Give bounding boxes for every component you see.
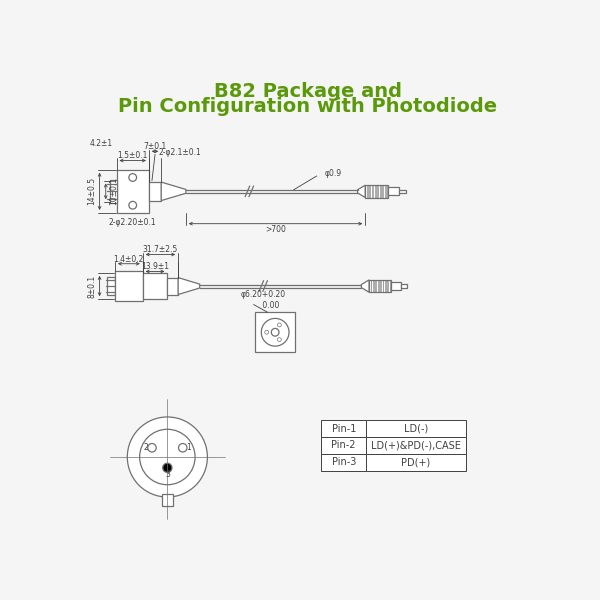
Text: 4.2±1: 4.2±1: [89, 139, 113, 148]
Bar: [322, 420, 366, 437]
Text: 2-φ2.20±0.1: 2-φ2.20±0.1: [109, 218, 157, 227]
Text: 14±0.5: 14±0.5: [88, 177, 97, 205]
Text: 31.7±2.5: 31.7±2.5: [143, 245, 178, 254]
Text: 2: 2: [143, 443, 148, 452]
Text: PD(+): PD(+): [401, 457, 431, 467]
Bar: [369, 280, 371, 292]
Text: 1.4±0.2: 1.4±0.2: [113, 254, 144, 263]
Bar: [115, 271, 143, 301]
Polygon shape: [361, 280, 369, 292]
Circle shape: [271, 328, 279, 336]
Text: 1.5±0.1: 1.5±0.1: [118, 151, 148, 160]
Polygon shape: [358, 185, 365, 197]
Bar: [388, 187, 399, 196]
Text: Pin-2: Pin-2: [331, 440, 356, 451]
Text: LD(-): LD(-): [404, 424, 428, 434]
Bar: [365, 185, 367, 197]
Text: 2-φ2.1±0.1: 2-φ2.1±0.1: [158, 148, 201, 157]
Bar: [376, 280, 378, 292]
Bar: [386, 185, 388, 197]
Bar: [322, 454, 366, 471]
Circle shape: [140, 429, 195, 485]
Circle shape: [129, 202, 137, 209]
Polygon shape: [161, 182, 186, 200]
Text: Pin Configuration with Photodiode: Pin Configuration with Photodiode: [118, 97, 497, 116]
Bar: [371, 280, 373, 292]
Text: 7±0.1: 7±0.1: [143, 142, 167, 151]
Bar: [386, 280, 388, 292]
Circle shape: [127, 417, 208, 497]
Bar: [110, 180, 116, 203]
Bar: [107, 277, 115, 295]
Text: 10±0.1: 10±0.1: [109, 178, 118, 205]
Circle shape: [277, 323, 281, 327]
Bar: [366, 454, 466, 471]
Text: 3: 3: [165, 470, 170, 479]
Circle shape: [265, 331, 269, 334]
Bar: [376, 185, 377, 197]
Polygon shape: [178, 278, 200, 295]
Circle shape: [129, 173, 137, 181]
Circle shape: [277, 338, 281, 341]
Bar: [380, 185, 382, 197]
Text: >700: >700: [265, 224, 286, 233]
Text: 8±0.1: 8±0.1: [88, 274, 97, 298]
Bar: [149, 182, 161, 200]
Text: LD(+)&PD(-),CASE: LD(+)&PD(-),CASE: [371, 440, 461, 451]
Circle shape: [163, 463, 172, 472]
Bar: [378, 185, 380, 197]
Bar: [399, 190, 406, 193]
Bar: [383, 185, 385, 197]
Text: 1: 1: [186, 443, 191, 452]
Bar: [391, 282, 401, 290]
Bar: [370, 185, 372, 197]
Text: φ0.9: φ0.9: [325, 169, 342, 178]
Bar: [365, 185, 388, 197]
Bar: [366, 420, 466, 437]
Circle shape: [148, 443, 156, 452]
Bar: [255, 312, 295, 352]
Bar: [373, 185, 374, 197]
Text: B82 Package and: B82 Package and: [214, 82, 401, 101]
Text: φ6.20+0.20
         0.00: φ6.20+0.20 0.00: [241, 290, 286, 310]
Bar: [381, 280, 383, 292]
Text: Pin-3: Pin-3: [332, 457, 356, 467]
Circle shape: [179, 443, 187, 452]
Bar: [374, 280, 376, 292]
Bar: [401, 284, 407, 288]
Text: 13.9±1: 13.9±1: [141, 262, 169, 271]
Bar: [368, 185, 370, 197]
Bar: [322, 437, 366, 454]
Bar: [143, 273, 167, 299]
Bar: [167, 278, 178, 295]
Bar: [369, 280, 391, 292]
Bar: [379, 280, 380, 292]
Bar: [383, 280, 385, 292]
Bar: [162, 494, 173, 506]
Bar: [366, 437, 466, 454]
Bar: [116, 170, 149, 213]
Bar: [388, 280, 390, 292]
Circle shape: [261, 319, 289, 346]
Text: Pin-1: Pin-1: [332, 424, 356, 434]
